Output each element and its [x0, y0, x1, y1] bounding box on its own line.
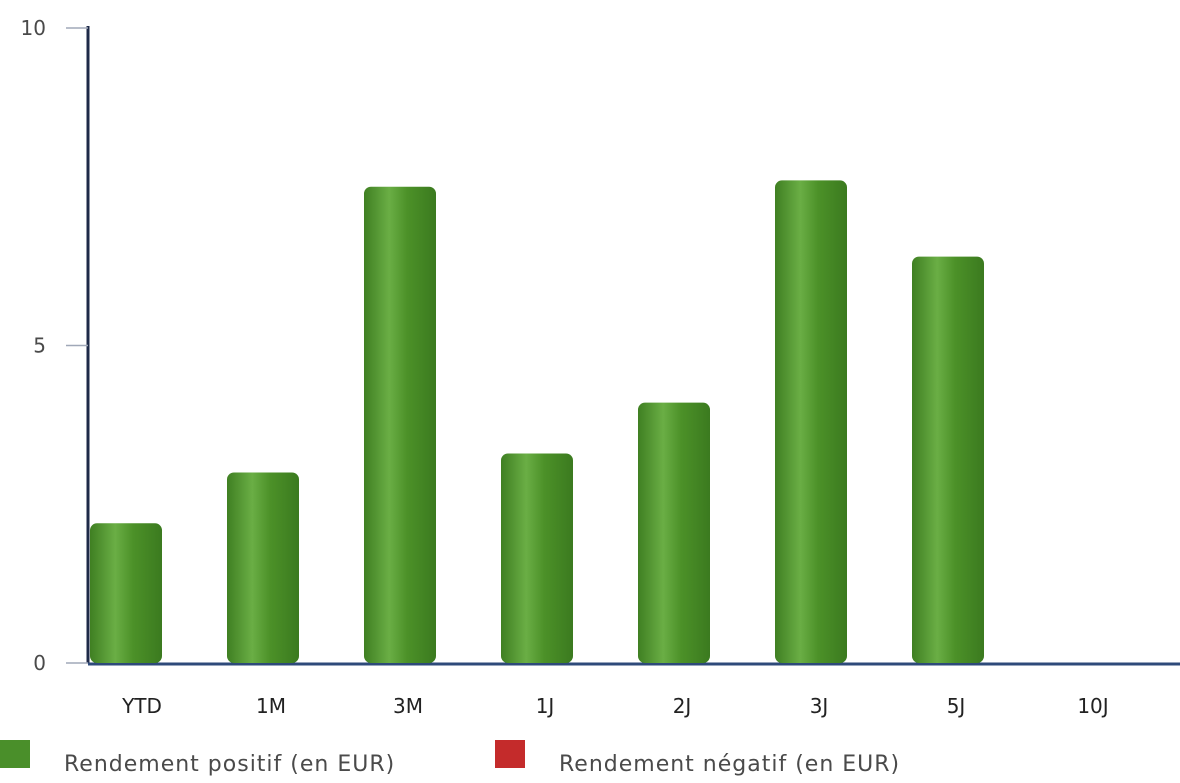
x-tick-label-1m: 1M [256, 694, 286, 718]
chart-bars [90, 180, 984, 663]
legend-item-positive: Rendement positif (en EUR) [0, 740, 395, 777]
bar-3m [364, 186, 436, 663]
legend-item-negative: Rendement négatif (en EUR) [495, 740, 900, 777]
legend-label-positive: Rendement positif (en EUR) [64, 751, 396, 777]
legend-label-negative: Rendement négatif (en EUR) [559, 751, 901, 777]
bar-chart: 0 5 10 YTD 1M 3M 1J 2J 3J 5J 10J [21, 16, 1180, 718]
legend-swatch-positive [0, 740, 30, 768]
x-tick-label-5j: 5J [947, 694, 966, 718]
bar-3j [775, 180, 847, 663]
x-tick-label-ytd: YTD [121, 694, 162, 718]
bar-5j [912, 256, 984, 663]
bar-1m [227, 472, 299, 663]
chart-labels: 0 5 10 YTD 1M 3M 1J 2J 3J 5J 10J [21, 16, 1109, 718]
x-tick-label-3m: 3M [393, 694, 423, 718]
x-tick-label-3j: 3J [810, 694, 829, 718]
legend-swatch-negative [495, 740, 525, 768]
x-tick-label-10j: 10J [1077, 694, 1108, 718]
bar-1j [501, 453, 573, 663]
x-tick-label-2j: 2J [673, 694, 692, 718]
y-tick-label: 5 [33, 334, 46, 358]
bar-ytd [90, 523, 162, 663]
chart-axes [66, 26, 1180, 666]
y-tick-label: 0 [33, 651, 46, 675]
chart-legend: Rendement positif (en EUR) Rendement nég… [0, 740, 1180, 783]
bar-2j [638, 402, 710, 663]
y-tick-label: 10 [21, 16, 46, 40]
x-tick-label-1j: 1J [536, 694, 555, 718]
